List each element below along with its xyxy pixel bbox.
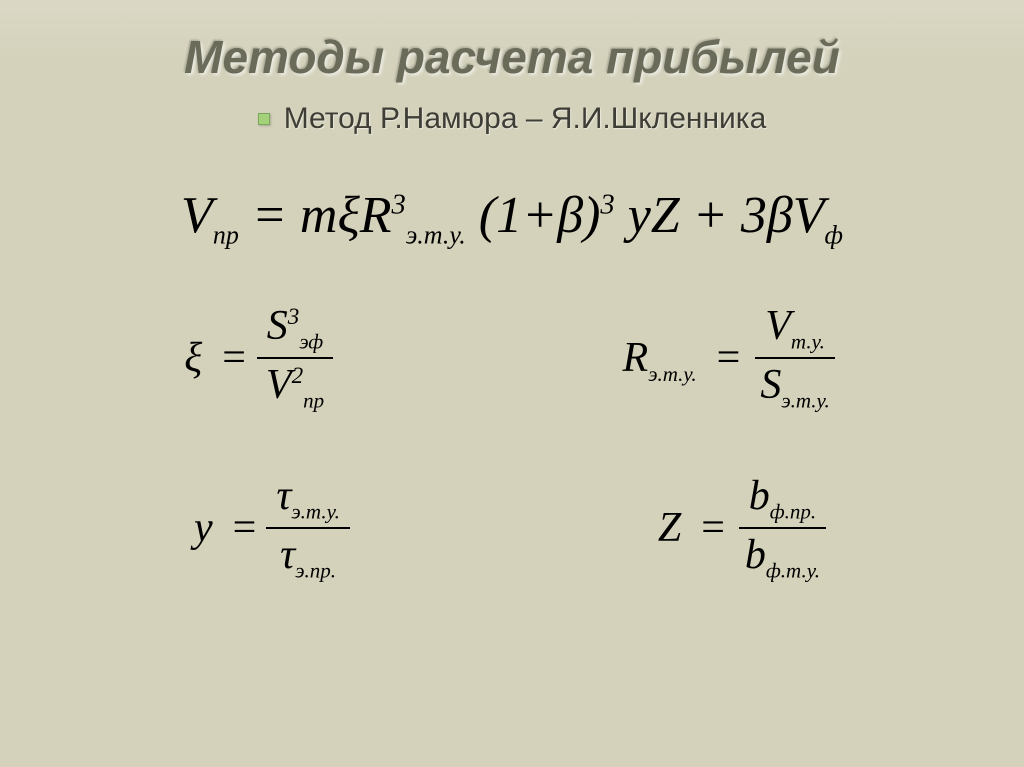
equation-y: y = τэ.т.у. τэ.пр. xyxy=(194,470,350,585)
y-den: τэ.пр. xyxy=(270,529,346,585)
R-sub: э.т.у. xyxy=(406,220,466,249)
subtitle-row: Метод Р.Намюра – Я.И.Шкленника xyxy=(40,102,984,136)
paren-sup: 3 xyxy=(600,190,614,221)
y-lhs: y xyxy=(194,504,213,552)
xi-fraction: S3эф V2пр xyxy=(256,300,334,415)
equation-R: Rэ.т.у. = Vт.у. Sэ.т.у. xyxy=(623,300,840,415)
Vf-sub: ф xyxy=(824,220,842,249)
slide: Методы расчета прибылей Метод Р.Намюра –… xyxy=(0,0,1024,767)
xi: ξ xyxy=(337,187,359,244)
xi-lhs: ξ xyxy=(184,334,202,382)
R-den: Sэ.т.у. xyxy=(750,359,839,415)
formulas-block: Vпр = mξR3э.т.у. (1+β)3 yZ + 3βVф ξ = S3… xyxy=(40,186,984,585)
Z-fraction: bф.пр. bф.т.у. xyxy=(735,470,830,585)
y: y xyxy=(628,187,651,244)
equation-xi: ξ = S3эф V2пр xyxy=(184,300,334,415)
three: 3 xyxy=(741,187,767,244)
formula-row-1: ξ = S3эф V2пр Rэ.т.у. = xyxy=(40,300,984,415)
Z-den: bф.т.у. xyxy=(735,529,830,585)
m: m xyxy=(300,187,338,244)
y-num: τэ.т.у. xyxy=(266,470,349,528)
equals: = xyxy=(233,504,257,552)
formula-row-2: y = τэ.т.у. τэ.пр. Z = bф.пр. xyxy=(40,470,984,585)
equation-Z: Z = bф.пр. bф.т.у. xyxy=(658,470,830,585)
xi-den: V2пр xyxy=(256,359,334,415)
equals: = xyxy=(252,187,300,244)
beta: β xyxy=(767,187,793,244)
Z-num: bф.пр. xyxy=(739,470,826,528)
y-fraction: τэ.т.у. τэ.пр. xyxy=(266,470,349,585)
Z: Z xyxy=(651,187,680,244)
equals: = xyxy=(717,334,741,382)
slide-title: Методы расчета прибылей xyxy=(40,30,984,84)
equals: = xyxy=(222,334,246,382)
slide-subtitle: Метод Р.Намюра – Я.И.Шкленника xyxy=(284,102,767,136)
main-lhs-var: V xyxy=(181,187,213,244)
Z-lhs: Z xyxy=(658,504,681,552)
Vf: V xyxy=(793,187,825,244)
bullet-icon xyxy=(258,113,270,125)
paren: (1+β) xyxy=(479,187,601,244)
main-lhs-sub: пр xyxy=(213,220,239,249)
equals: = xyxy=(701,504,725,552)
R-sup: 3 xyxy=(392,190,406,221)
R: R xyxy=(360,187,392,244)
R-num: Vт.у. xyxy=(755,300,835,358)
xi-num: S3эф xyxy=(257,300,333,358)
plus-sign: + xyxy=(693,187,741,244)
R-lhs: Rэ.т.у. xyxy=(623,334,697,382)
main-equation: Vпр = mξR3э.т.у. (1+β)3 yZ + 3βVф xyxy=(40,186,984,250)
R-fraction: Vт.у. Sэ.т.у. xyxy=(750,300,839,415)
